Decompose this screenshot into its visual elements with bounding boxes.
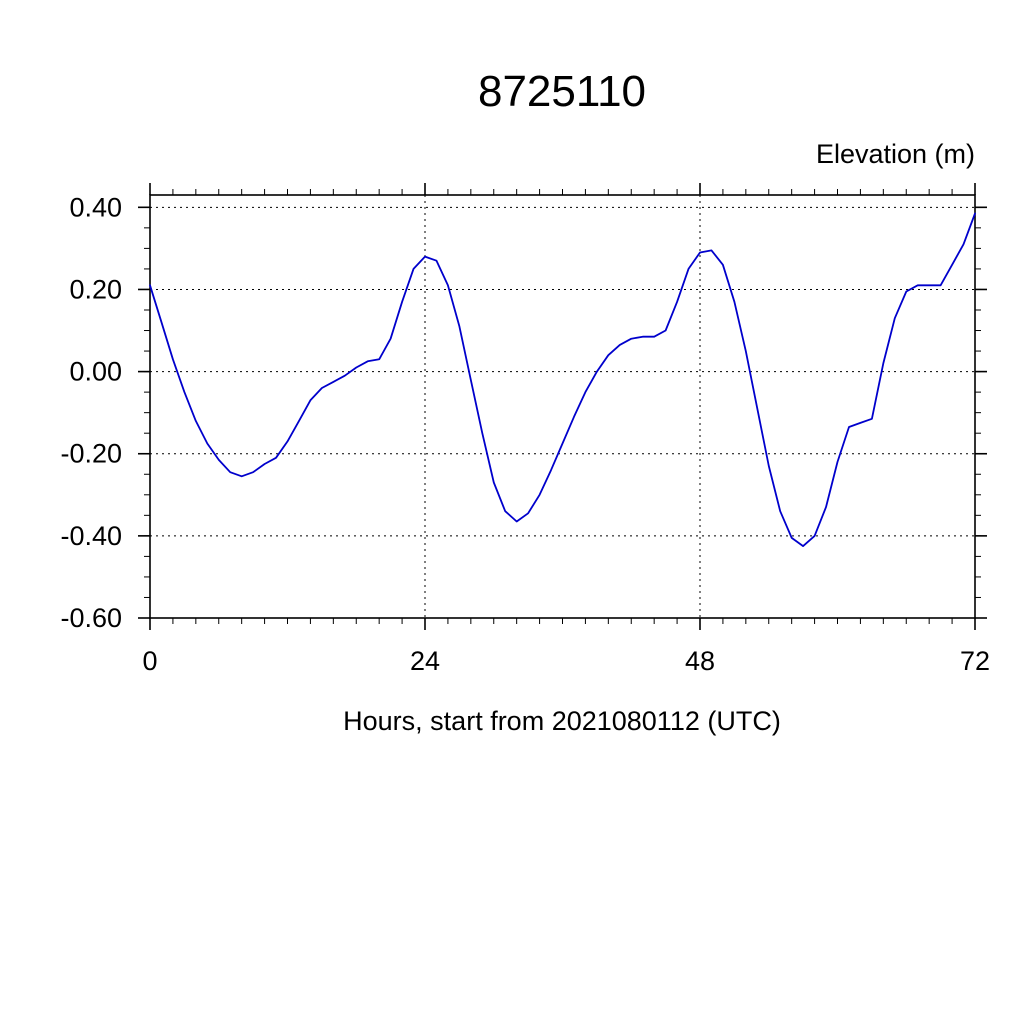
elevation-line	[149, 212, 976, 547]
y-tick-label: 0.00	[69, 357, 122, 387]
x-tick-label: 24	[410, 646, 440, 676]
y-tick-label: -0.20	[60, 439, 122, 469]
y-tick-label: 0.20	[69, 274, 122, 304]
plot-area: 0 24 48 72 0.40 0.20 0.00 -0.20 -0.40 -0.60	[60, 183, 990, 676]
y-tick-label: 0.40	[69, 192, 122, 222]
chart-title: 8725110	[478, 67, 646, 116]
x-tick-label: 48	[685, 646, 715, 676]
y-axis-unit-label: Elevation (m)	[816, 139, 975, 169]
plot-frame	[149, 194, 976, 619]
x-tick-label: 72	[960, 646, 990, 676]
y-tick-label: -0.40	[60, 521, 122, 551]
y-tick-label: -0.60	[60, 603, 122, 633]
x-tick-label: 0	[142, 646, 157, 676]
x-axis-label: Hours, start from 2021080112 (UTC)	[343, 706, 781, 736]
